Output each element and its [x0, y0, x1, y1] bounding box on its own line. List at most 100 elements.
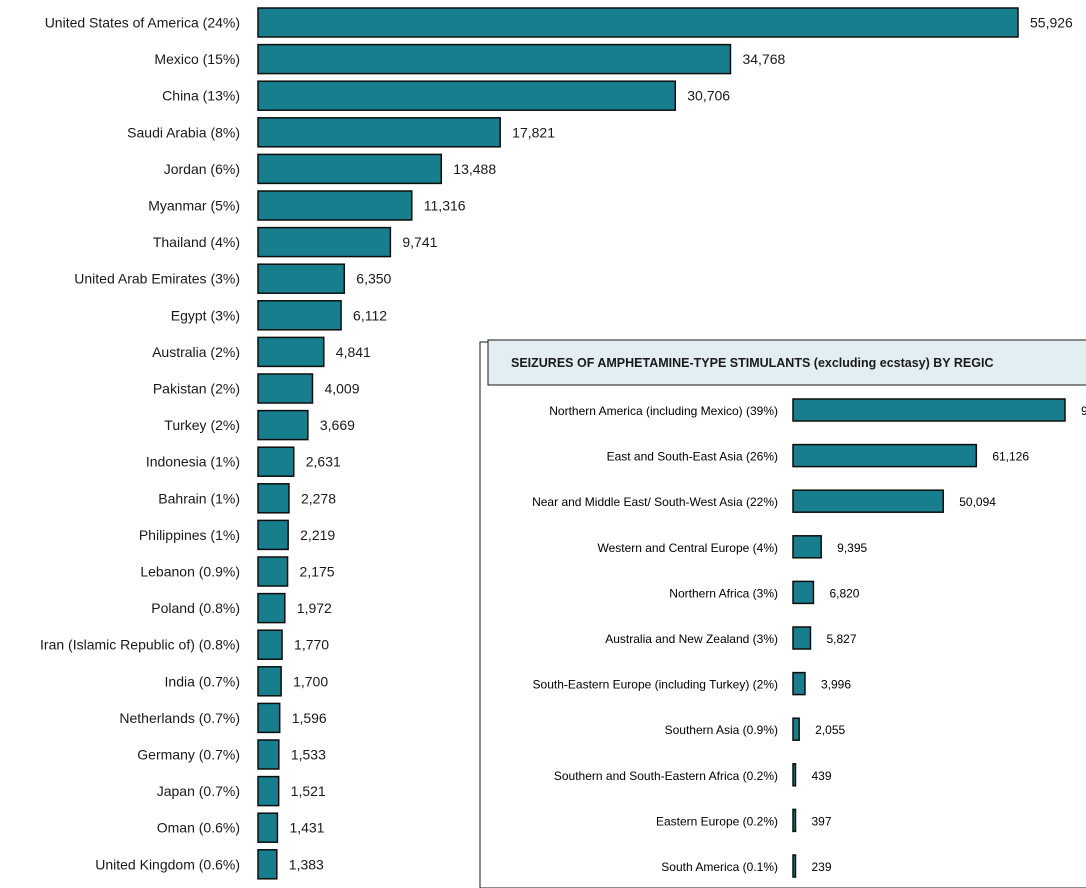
value-label: 6,350	[356, 271, 391, 287]
value-label: 1,431	[289, 820, 324, 836]
bar	[257, 80, 677, 111]
value-label: 55,926	[1030, 15, 1073, 31]
value-label: 439	[812, 769, 832, 783]
value-label: 13,488	[453, 161, 496, 177]
bar	[257, 263, 346, 294]
category-label: India (0.7%)	[165, 673, 240, 689]
category-label: Lebanon (0.9%)	[140, 564, 240, 580]
bar	[792, 854, 797, 878]
inset-chart-title: SEIZURES OF AMPHETAMINE-TYPE STIMULANTS …	[511, 356, 993, 370]
category-label: United Kingdom (0.6%)	[95, 856, 240, 872]
bar	[792, 443, 978, 468]
value-label: 3,996	[821, 678, 851, 692]
region-seizures-inset-chart: SEIZURES OF AMPHETAMINE-TYPE STIMULANTS …	[479, 339, 1086, 888]
bar	[257, 556, 289, 587]
bar	[792, 808, 797, 833]
category-label: East and South-East Asia (26%)	[607, 450, 778, 464]
bar	[257, 629, 283, 660]
value-label: 2,278	[301, 490, 336, 506]
bar	[257, 336, 325, 368]
category-label: Oman (0.6%)	[157, 820, 240, 836]
value-label: 1,700	[293, 673, 328, 689]
bar	[792, 671, 806, 696]
bar	[257, 592, 286, 624]
country-seizures-bar-chart: United States of America (24%) 55,926 Mexi…	[40, 7, 1073, 880]
bar	[257, 300, 342, 331]
bar	[792, 398, 1066, 422]
bar	[792, 626, 812, 650]
value-label: 4,009	[324, 381, 359, 397]
category-label: Eastern Europe (0.2%)	[656, 814, 778, 828]
bar	[257, 373, 314, 404]
bar	[257, 812, 279, 843]
value-label: 1,596	[292, 710, 327, 726]
category-label: Iran (Islamic Republic of) (0.8%)	[40, 637, 240, 653]
category-label: Southern Asia (0.9%)	[665, 723, 778, 737]
bar	[792, 489, 944, 513]
bar	[257, 666, 282, 697]
value-label: 397	[812, 814, 832, 828]
category-label: Turkey (2%)	[164, 417, 240, 433]
category-label: Australia and New Zealand (3%)	[605, 632, 778, 646]
category-label: Myanmar (5%)	[148, 198, 240, 214]
category-label: Mexico (15%)	[154, 51, 240, 67]
value-label: 11,316	[424, 198, 466, 214]
inset-bars: Northern America (including Mexico) (39%…	[532, 398, 1086, 878]
category-label: China (13%)	[162, 88, 240, 104]
bar	[257, 483, 290, 514]
value-label: 1,533	[291, 747, 326, 763]
category-label: Australia (2%)	[152, 344, 240, 360]
category-label: Northern Africa (3%)	[669, 586, 778, 600]
value-label: 30,706	[687, 88, 730, 104]
value-label: 17,821	[512, 124, 555, 140]
category-label: Northern America (including Mexico) (39%…	[549, 404, 778, 418]
value-label: 2,631	[306, 454, 341, 470]
bar	[257, 7, 1019, 38]
category-label: Philippines (1%)	[139, 527, 240, 543]
value-label: 9,395	[837, 541, 867, 555]
category-label: Netherlands (0.7%)	[119, 710, 240, 726]
value-label: 1,521	[291, 783, 326, 799]
value-label: 6,820	[829, 586, 859, 600]
category-label: Southern and South-Eastern Africa (0.2%)	[554, 769, 778, 783]
value-label: 2,219	[300, 527, 335, 543]
value-label: 1,383	[289, 856, 324, 872]
category-label: Saudi Arabia (8%)	[127, 124, 240, 140]
bar	[792, 580, 815, 605]
value-label: 3,669	[320, 417, 355, 433]
category-label: Japan (0.7%)	[157, 783, 240, 799]
inset-title-box	[487, 339, 1086, 386]
category-label: Bahrain (1%)	[158, 490, 240, 506]
bar	[257, 775, 280, 807]
value-label: 34,768	[742, 51, 785, 67]
bar	[257, 226, 392, 258]
bar	[257, 43, 732, 75]
bar	[257, 117, 501, 148]
bar	[257, 702, 281, 734]
category-label: Pakistan (2%)	[153, 381, 240, 397]
value-label: 1,770	[294, 637, 329, 653]
category-label: South America (0.1%)	[661, 860, 778, 874]
value-label: 239	[812, 860, 832, 874]
bar	[257, 849, 278, 880]
bar	[792, 717, 800, 741]
bar	[257, 190, 413, 221]
inset-frame	[479, 341, 1086, 888]
category-label: South-Eastern Europe (including Turkey) …	[533, 678, 778, 692]
value-label: 61,126	[992, 450, 1029, 464]
category-label: Egypt (3%)	[171, 307, 240, 323]
bar	[792, 535, 822, 559]
bar	[257, 519, 289, 551]
value-label: 2,175	[300, 564, 335, 580]
value-label: 6,112	[353, 307, 387, 323]
category-label: United Arab Emirates (3%)	[74, 271, 240, 287]
category-label: Germany (0.7%)	[137, 747, 240, 763]
value-label: 9	[1081, 404, 1086, 418]
value-label: 4,841	[336, 344, 371, 360]
category-label: Poland (0.8%)	[151, 600, 240, 616]
category-label: Jordan (6%)	[164, 161, 240, 177]
value-label: 9,741	[402, 234, 437, 250]
category-label: Indonesia (1%)	[146, 454, 240, 470]
category-label: Near and Middle East/ South-West Asia (2…	[532, 495, 778, 509]
